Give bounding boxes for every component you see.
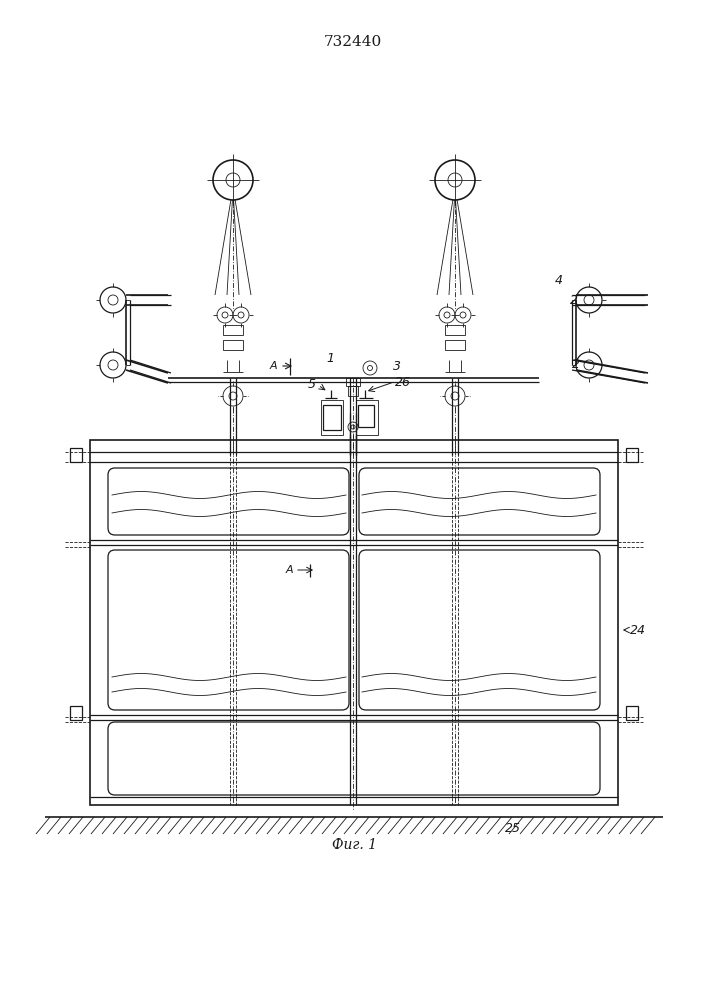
- Bar: [70, 448, 82, 462]
- Bar: [90, 440, 618, 805]
- Bar: [445, 340, 465, 350]
- Bar: [348, 386, 358, 396]
- Text: A: A: [286, 565, 293, 575]
- Text: 4: 4: [555, 273, 563, 286]
- Text: 2: 2: [570, 294, 578, 306]
- Text: 25: 25: [505, 822, 521, 836]
- Text: 1: 1: [326, 352, 334, 364]
- Bar: [346, 378, 360, 386]
- Bar: [626, 706, 638, 720]
- Text: 24: 24: [630, 624, 646, 637]
- Bar: [223, 340, 243, 350]
- Bar: [70, 706, 82, 720]
- Text: Фиг. 1: Фиг. 1: [332, 838, 378, 852]
- Text: 2: 2: [572, 359, 580, 371]
- Bar: [356, 400, 378, 435]
- Bar: [358, 405, 374, 427]
- Bar: [626, 448, 638, 462]
- Text: 732440: 732440: [324, 35, 382, 49]
- Bar: [321, 400, 343, 435]
- Text: 3: 3: [393, 360, 401, 372]
- Bar: [223, 325, 243, 335]
- Text: 26: 26: [395, 375, 411, 388]
- Text: A: A: [269, 361, 277, 371]
- Bar: [445, 325, 465, 335]
- Text: 5: 5: [308, 378, 316, 391]
- Bar: [323, 405, 341, 430]
